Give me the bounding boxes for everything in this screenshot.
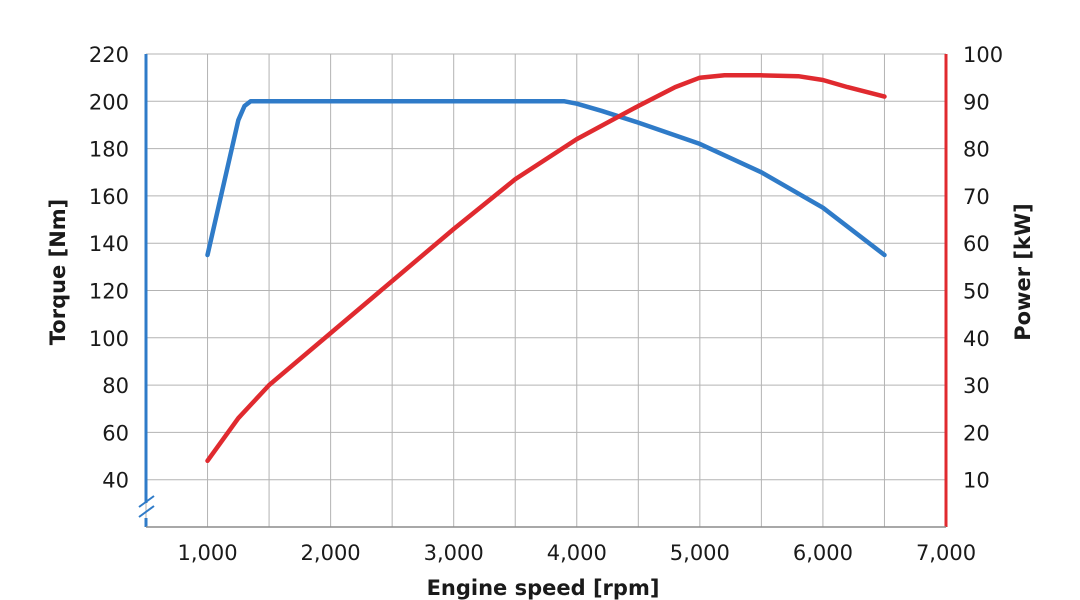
left-axis-title: Torque [Nm] (46, 199, 70, 346)
grid (145, 53, 947, 527)
axis-break-mark (138, 505, 155, 518)
right-tick-label: 80 (963, 138, 990, 162)
x-tick-label: 2,000 (301, 541, 361, 565)
left-tick-label: 120 (89, 280, 129, 304)
right-tick-label: 10 (963, 469, 990, 493)
x-tick-label: 7,000 (916, 541, 976, 565)
left-tick-label: 160 (89, 185, 129, 209)
left-tick-label: 80 (102, 374, 129, 398)
x-tick-labels: 1,000 2,000 3,000 4,000 5,000 6,000 7,000 (177, 541, 976, 565)
power-series-line (205, 73, 887, 464)
left-tick-label: 140 (89, 232, 129, 256)
x-tick-label: 1,000 (177, 541, 237, 565)
x-tick-label: 5,000 (670, 541, 730, 565)
left-tick-label: 100 (89, 327, 129, 351)
torque-series-line (205, 99, 887, 258)
right-tick-label: 50 (963, 280, 990, 304)
right-tick-labels: 100 90 80 70 60 50 40 30 20 10 (963, 43, 1003, 493)
right-tick-label: 90 (963, 90, 990, 114)
left-tick-label: 40 (102, 469, 129, 493)
x-tick-label: 3,000 (424, 541, 484, 565)
right-tick-label: 100 (963, 43, 1003, 67)
right-tick-label: 30 (963, 374, 990, 398)
right-tick-label: 70 (963, 185, 990, 209)
left-tick-labels: 220 200 180 160 140 120 100 80 60 40 (89, 43, 129, 493)
axis-break-mark (138, 495, 155, 508)
left-tick-label: 180 (89, 138, 129, 162)
right-tick-label: 20 (963, 421, 990, 445)
right-tick-label: 60 (963, 232, 990, 256)
axes (138, 54, 948, 528)
x-tick-label: 4,000 (547, 541, 607, 565)
left-tick-label: 200 (89, 90, 129, 114)
right-tick-label: 40 (963, 327, 990, 351)
x-tick-label: 6,000 (793, 541, 853, 565)
x-axis-title: Engine speed [rpm] (427, 576, 660, 600)
left-tick-label: 220 (89, 43, 129, 67)
series-layer (205, 73, 887, 464)
left-tick-label: 60 (102, 421, 129, 445)
right-axis-title: Power [kW] (1011, 203, 1035, 340)
